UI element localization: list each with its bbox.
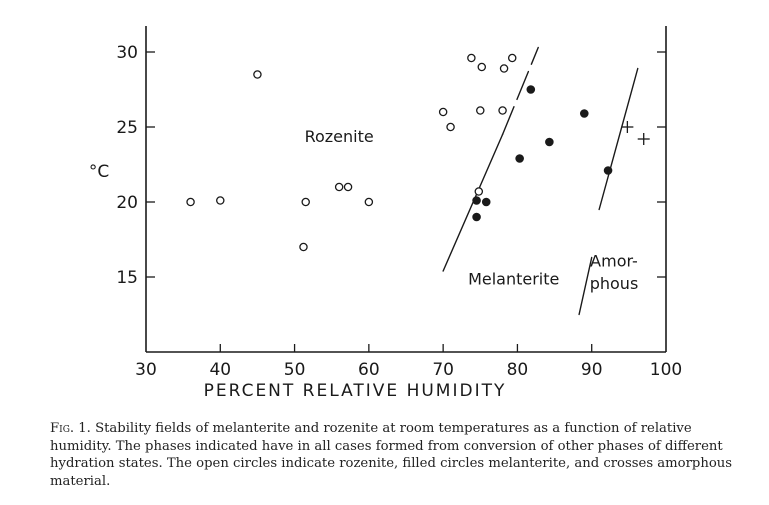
- y-tick-label: 15: [116, 268, 138, 288]
- region-labels: Rozenite Melanterite Amor-phous: [305, 127, 639, 293]
- region-label: Rozenite: [305, 127, 374, 146]
- rozenite-point: [299, 242, 308, 252]
- rozenite-point: [364, 197, 374, 207]
- rozenite-point: [438, 107, 448, 117]
- region-label: phous: [590, 274, 639, 293]
- x-tick-label: 60: [358, 360, 380, 380]
- phase-boundaries: [442, 46, 639, 316]
- y-tick-label: 30: [116, 43, 138, 63]
- melanterite-point: [526, 85, 536, 94]
- rozenite-point: [216, 196, 225, 205]
- x-tick-label: 40: [209, 360, 231, 380]
- amorphous-point: [637, 133, 650, 145]
- x-tick-label: 80: [507, 360, 529, 380]
- melanterite-point: [603, 166, 613, 175]
- rozenite-point: [476, 106, 485, 115]
- rozenite-point: [186, 197, 195, 207]
- rozenite-point: [467, 53, 476, 63]
- chart-labels: PERCENT RELATIVE HUMIDITY °C: [89, 162, 507, 401]
- chart-axes: 30 40 50 60 70 80 90 100 15 20 25 30: [116, 26, 682, 380]
- figure-caption: Fig. 1. Stability fields of melanterite …: [50, 420, 740, 490]
- rozenite-point: [498, 106, 507, 115]
- x-axis-label: PERCENT RELATIVE HUMIDITY: [204, 381, 507, 401]
- melanterite-point: [515, 154, 524, 163]
- y-tick-label: 25: [116, 118, 138, 138]
- melanterite-point: [472, 212, 481, 222]
- region-label: Melanterite: [468, 270, 559, 289]
- x-tick-label: 90: [581, 360, 603, 380]
- melanterite-point: [481, 197, 491, 207]
- melanterite-point: [579, 109, 589, 118]
- boundary-line: [442, 133, 504, 272]
- y-tick-label: 20: [116, 193, 138, 213]
- rozenite-point: [343, 182, 353, 192]
- rozenite-point: [477, 62, 487, 72]
- data-points: [186, 53, 650, 252]
- caption-text: Stability fields of melanterite and roze…: [50, 421, 733, 489]
- amorphous-point: [621, 121, 634, 133]
- rozenite-point: [334, 182, 344, 192]
- caption-label: Fig. 1.: [50, 421, 91, 436]
- y-axis-label: °C: [89, 162, 109, 182]
- rozenite-point: [499, 64, 509, 73]
- rozenite-point: [474, 187, 484, 196]
- melanterite-point: [545, 137, 554, 147]
- boundary-line: [501, 46, 539, 136]
- rozenite-point: [507, 53, 517, 63]
- region-label: Amor-: [590, 252, 638, 271]
- rozenite-point: [301, 197, 310, 207]
- boundary-line: [578, 256, 593, 316]
- x-tick-label: 100: [650, 360, 682, 380]
- x-tick-label: 50: [284, 360, 306, 380]
- x-tick-label: 70: [432, 360, 454, 380]
- melanterite-point: [472, 196, 481, 205]
- x-tick-label: 30: [135, 360, 157, 380]
- rozenite-point: [446, 122, 455, 132]
- rozenite-point: [253, 70, 262, 79]
- boundary-line: [598, 67, 639, 211]
